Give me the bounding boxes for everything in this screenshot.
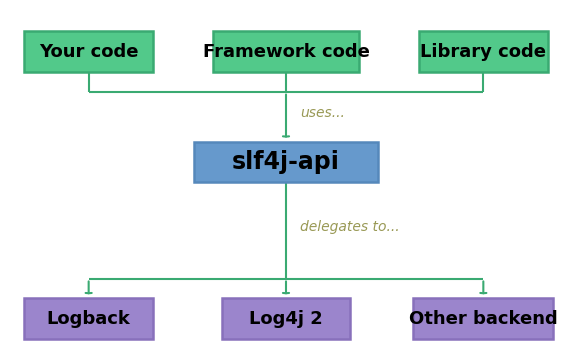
Text: Framework code: Framework code	[202, 43, 370, 61]
Text: Library code: Library code	[420, 43, 546, 61]
FancyBboxPatch shape	[24, 31, 153, 72]
Text: delegates to...: delegates to...	[300, 220, 400, 234]
Text: Logback: Logback	[47, 310, 130, 328]
Text: uses...: uses...	[300, 106, 345, 120]
Text: Your code: Your code	[39, 43, 138, 61]
FancyBboxPatch shape	[213, 31, 359, 72]
Text: slf4j-api: slf4j-api	[232, 150, 340, 174]
Text: Log4j 2: Log4j 2	[249, 310, 323, 328]
Text: Other backend: Other backend	[409, 310, 558, 328]
FancyBboxPatch shape	[419, 31, 547, 72]
FancyBboxPatch shape	[194, 141, 378, 182]
FancyBboxPatch shape	[413, 298, 553, 339]
FancyBboxPatch shape	[222, 298, 350, 339]
FancyBboxPatch shape	[24, 298, 153, 339]
